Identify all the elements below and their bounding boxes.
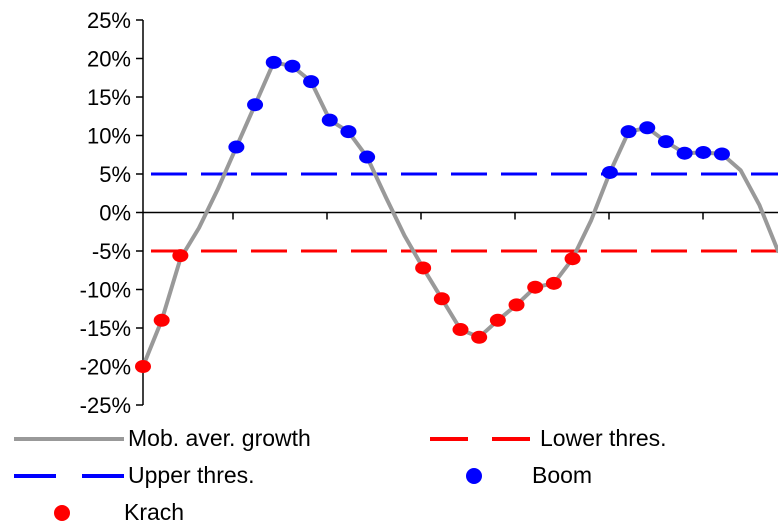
legend-label: Upper thres. xyxy=(128,462,255,488)
boom-point xyxy=(695,145,712,159)
krach-point xyxy=(433,292,450,306)
krach-point xyxy=(545,276,562,290)
krach-point xyxy=(527,280,544,294)
krach-point xyxy=(172,249,189,263)
boom-point xyxy=(321,113,338,127)
y-tick-label: -10% xyxy=(80,278,131,303)
legend-label: Krach xyxy=(124,499,185,525)
legend-item-lower-thres: Lower thres. xyxy=(430,425,667,452)
chart-plot: 25% 20% 15% 10% 5% 0% -5% -10% -15% -20% -25% xyxy=(80,8,778,418)
boom-point xyxy=(265,55,282,69)
y-tick-label: -20% xyxy=(80,355,131,380)
y-tick-label: -15% xyxy=(80,316,131,341)
y-tick-label: 20% xyxy=(87,47,131,72)
krach-point xyxy=(153,313,170,327)
legend-swatch-blue-dot-icon xyxy=(466,467,482,484)
boom-point xyxy=(284,59,301,73)
legend-label: Mob. aver. growth xyxy=(128,425,311,451)
boom-point xyxy=(676,146,693,160)
y-tick-label: 15% xyxy=(87,85,131,110)
y-tick-label: 0% xyxy=(99,201,131,226)
legend-label: Boom xyxy=(532,462,593,488)
krach-point xyxy=(471,330,488,344)
y-tick-label: 25% xyxy=(87,8,131,33)
boom-point xyxy=(303,75,320,89)
chart-legend: Mob. aver. growth Lower thres. Upper thr… xyxy=(0,420,778,526)
legend-item-upper-thres: Upper thres. xyxy=(14,462,255,489)
krach-point xyxy=(489,313,506,327)
krach-point xyxy=(415,261,432,275)
y-tick-label: -5% xyxy=(92,239,131,264)
boom-point xyxy=(601,165,618,179)
legend-swatch-red-dot-icon xyxy=(54,504,70,521)
legend-swatch-blue-dash-icon xyxy=(14,473,124,478)
legend-swatch-red-dash-icon xyxy=(430,436,530,441)
legend-item-krach: Krach xyxy=(54,499,184,526)
threshold-lines xyxy=(151,172,778,253)
legend-item-boom: Boom xyxy=(466,462,592,489)
boom-point xyxy=(713,147,730,161)
y-tick-label: 5% xyxy=(99,162,131,187)
boom-point xyxy=(639,121,656,135)
legend-label: Lower thres. xyxy=(540,425,667,451)
boom-point xyxy=(247,98,264,112)
krach-point xyxy=(564,252,581,266)
boom-point xyxy=(340,125,357,139)
krach-point xyxy=(135,360,151,373)
boom-point xyxy=(620,125,637,139)
boom-point xyxy=(359,150,376,164)
y-tick-label: 10% xyxy=(87,124,131,149)
boom-point xyxy=(657,135,674,149)
axes: 25% 20% 15% 10% 5% 0% -5% -10% -15% -20% -25% xyxy=(80,8,778,418)
krach-point xyxy=(452,323,469,337)
legend-swatch-gray-line-icon xyxy=(14,436,124,441)
moving-average-line xyxy=(141,60,778,369)
y-tick-label: -25% xyxy=(80,393,131,418)
boom-point xyxy=(228,140,245,154)
krach-point xyxy=(508,298,525,312)
mob-aver-growth-line xyxy=(141,60,778,369)
legend-item-mob-aver-growth: Mob. aver. growth xyxy=(14,425,311,452)
event-markers xyxy=(135,55,730,373)
